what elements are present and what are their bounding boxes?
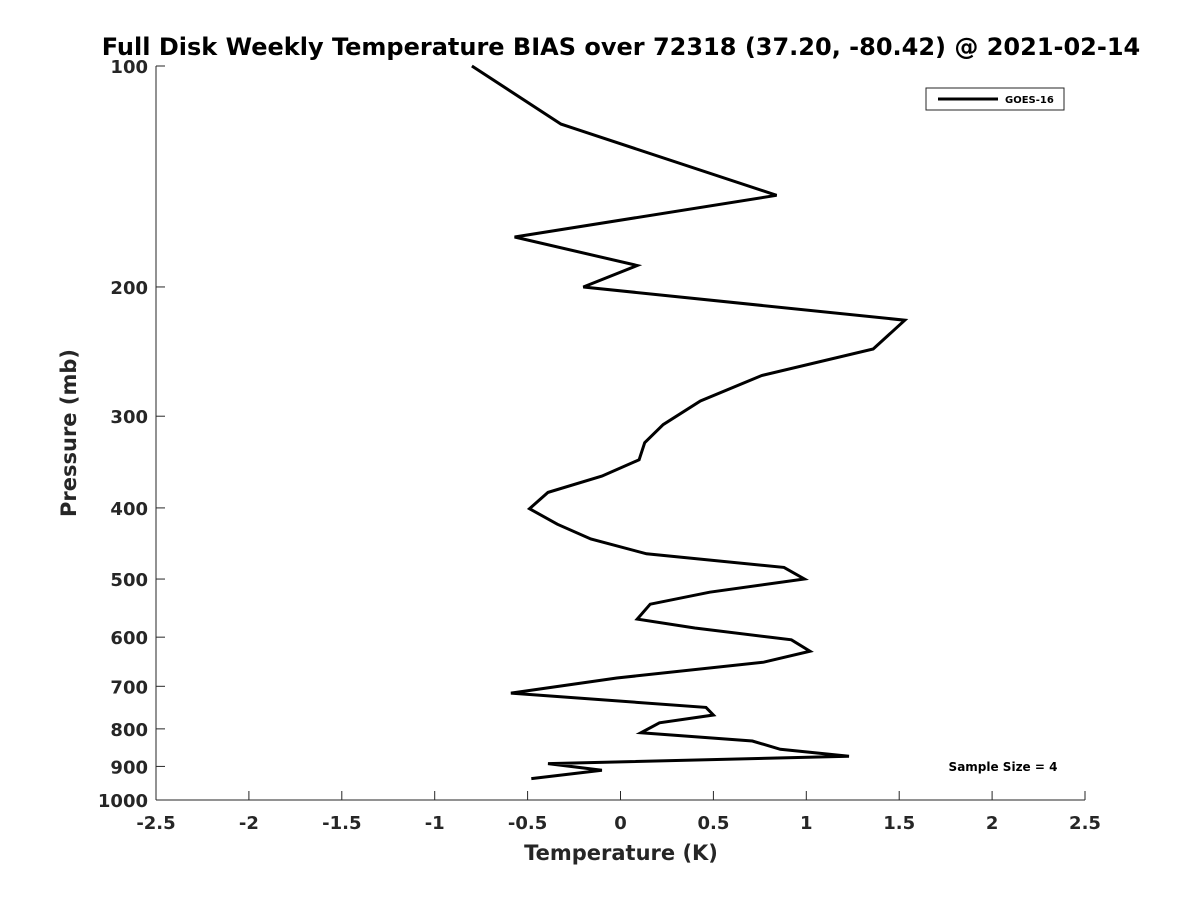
y-tick-label: 1000 — [98, 791, 148, 812]
x-tick-label: 2 — [986, 813, 999, 834]
plot-axes — [155, 66, 1085, 801]
x-tick-label: -1.5 — [322, 813, 361, 834]
y-tick-label: 700 — [110, 677, 148, 698]
x-tick-label: 0 — [614, 813, 627, 834]
series-line-goes-16 — [471, 64, 909, 781]
x-tick-label: 1 — [800, 813, 813, 834]
x-tick-label: 2.5 — [1069, 813, 1101, 834]
x-axis-ticks: -2.5 -2 -1.5 -1 -0.5 0 0.5 1 1.5 2 2.5 — [136, 791, 1101, 834]
y-axis-ticks: 100 200 300 400 500 600 700 800 900 1000 — [98, 57, 165, 812]
y-tick-label: 100 — [110, 57, 148, 78]
y-tick-label: 900 — [110, 757, 148, 778]
x-tick-label: 0.5 — [697, 813, 729, 834]
x-tick-label: -1 — [425, 813, 445, 834]
series-layer — [471, 64, 909, 781]
chart-title: Full Disk Weekly Temperature BIAS over 7… — [102, 33, 1141, 61]
y-tick-label: 800 — [110, 720, 148, 741]
y-tick-label: 200 — [110, 278, 148, 299]
sample-size-annotation: Sample Size = 4 — [949, 760, 1058, 774]
y-tick-label: 600 — [110, 628, 148, 649]
x-tick-label: -2 — [239, 813, 259, 834]
y-tick-label: 400 — [110, 499, 148, 520]
y-tick-label: 300 — [110, 407, 148, 428]
x-tick-label: 1.5 — [883, 813, 915, 834]
y-tick-label: 500 — [110, 570, 148, 591]
x-tick-label: -2.5 — [136, 813, 175, 834]
x-axis-label: Temperature (K) — [524, 841, 718, 865]
legend-entry-goes-16: GOES-16 — [1005, 95, 1054, 106]
legend: GOES-16 — [925, 87, 1065, 111]
y-axis-label: Pressure (mb) — [57, 349, 81, 517]
x-tick-label: -0.5 — [508, 813, 547, 834]
